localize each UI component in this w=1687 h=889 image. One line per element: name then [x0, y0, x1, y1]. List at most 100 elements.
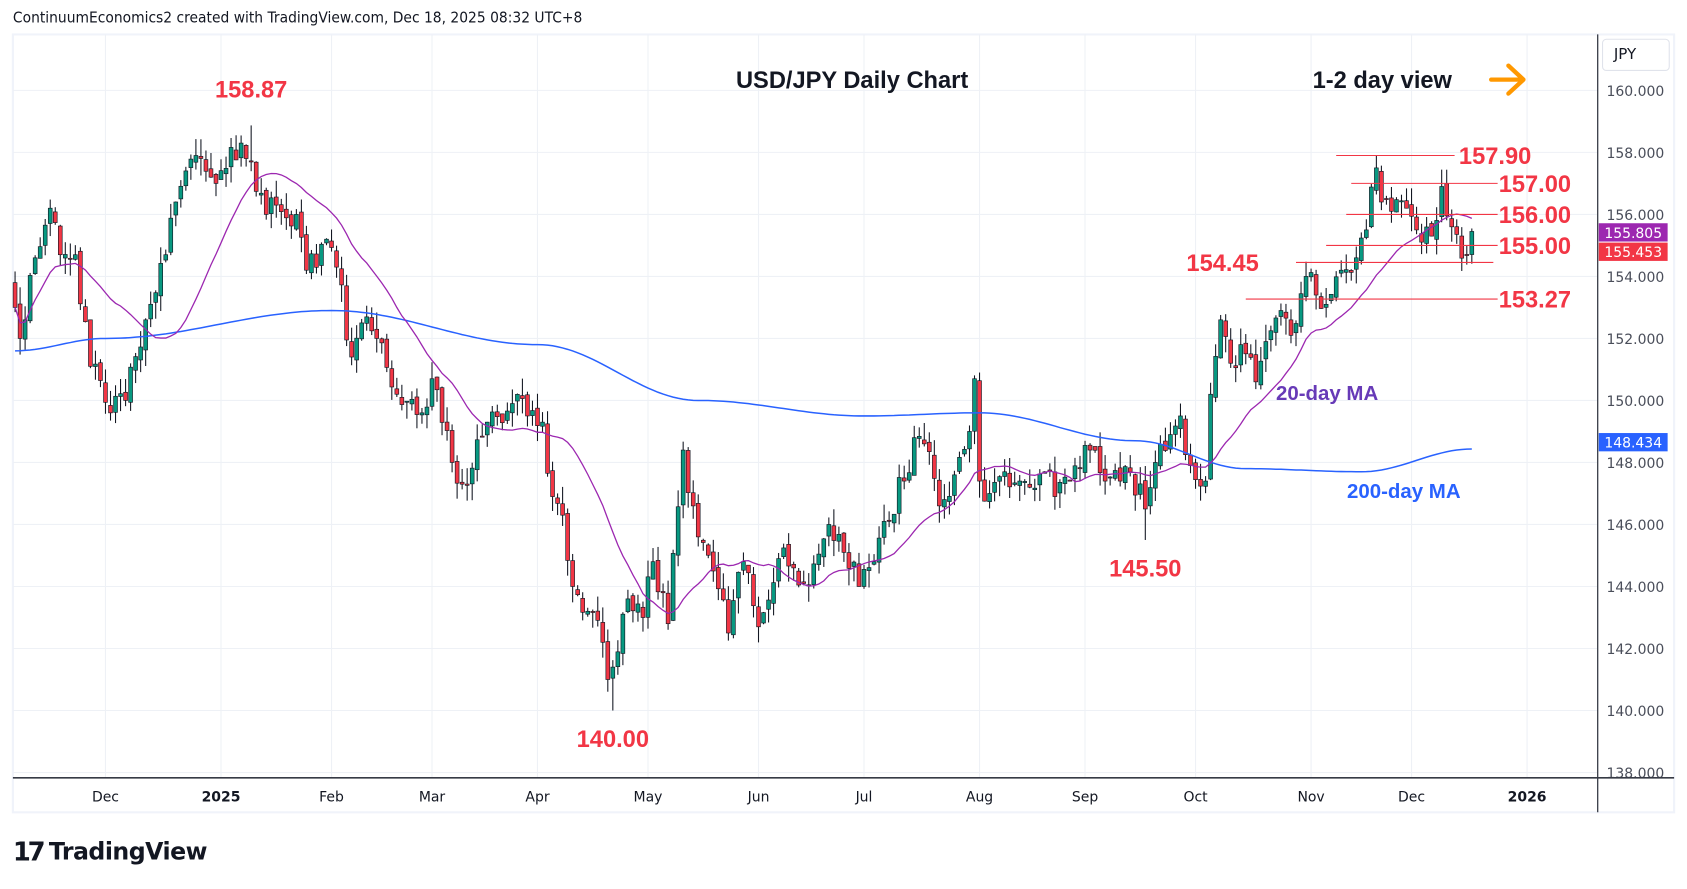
candle-body	[952, 474, 957, 496]
candle-body	[922, 439, 927, 445]
candle	[369, 307, 374, 336]
candle	[1283, 303, 1289, 335]
candle	[615, 640, 621, 675]
candle	[459, 468, 465, 490]
candle-body	[1333, 276, 1339, 298]
candle-body	[505, 410, 510, 421]
candle-body	[841, 532, 847, 553]
candle-body	[98, 362, 103, 381]
candle	[1323, 287, 1329, 318]
candle-body	[585, 610, 590, 615]
candle-body	[198, 155, 204, 159]
candle-body	[881, 521, 887, 538]
candle-body	[630, 595, 636, 612]
candle	[88, 319, 93, 369]
candle-body	[746, 564, 751, 574]
candle	[670, 549, 676, 622]
candle	[314, 244, 319, 274]
arrow-head	[1506, 63, 1526, 96]
candle	[1399, 194, 1404, 218]
candle-body	[309, 253, 314, 274]
candle	[962, 446, 967, 457]
ma20-price-tag: 155.805	[1604, 226, 1662, 242]
candle	[223, 156, 229, 187]
candle	[1243, 334, 1249, 365]
candle-body	[1263, 341, 1269, 360]
candle	[490, 405, 495, 434]
candle	[972, 375, 977, 445]
candle	[550, 461, 555, 511]
candle-body	[158, 263, 163, 297]
candle	[193, 139, 199, 170]
candle-body	[1027, 483, 1033, 488]
candle	[1318, 292, 1324, 309]
candle-body	[1338, 269, 1344, 274]
candle	[896, 464, 902, 525]
ma20-label: 20-day MA	[1276, 382, 1378, 405]
candle	[73, 245, 78, 261]
x-tick-label: Oct	[1183, 790, 1208, 806]
candle	[791, 561, 796, 581]
candle	[1354, 246, 1359, 284]
candle-body	[419, 412, 425, 416]
candle-body	[469, 467, 475, 485]
candle	[605, 629, 611, 692]
y-tick-label: 156.000	[1606, 208, 1664, 224]
candle	[836, 526, 842, 552]
candles	[12, 125, 1475, 711]
attribution-header: ContinuumEconomics2 created with Trading…	[12, 9, 583, 27]
candle-body	[982, 479, 987, 502]
candle-body	[1444, 183, 1449, 217]
candle-body	[1082, 445, 1088, 473]
candle	[1127, 455, 1133, 477]
candle	[47, 199, 53, 237]
candle-body	[299, 211, 304, 238]
candle	[1173, 419, 1178, 447]
candle-body	[289, 214, 294, 227]
candle	[957, 451, 962, 475]
candle-body	[515, 394, 520, 402]
candle	[997, 475, 1002, 497]
candle	[248, 125, 254, 172]
candle	[1087, 443, 1093, 463]
candle-body	[756, 606, 761, 628]
candle-body	[1278, 310, 1284, 317]
candle-body	[1052, 471, 1058, 497]
candle-body	[700, 539, 706, 543]
ma200-line	[15, 309, 1472, 473]
candle-body	[1303, 276, 1309, 297]
x-tick-label: May	[634, 790, 663, 806]
candle	[394, 377, 400, 397]
candle	[434, 376, 440, 402]
candle	[1233, 355, 1238, 383]
candle	[399, 384, 405, 411]
candle	[1313, 269, 1319, 310]
y-tick-label: 146.000	[1606, 518, 1664, 534]
tradingview-logo[interactable]: 17 TradingView	[13, 837, 208, 867]
candle	[952, 470, 957, 506]
candle-body	[866, 567, 872, 571]
candle-body	[203, 159, 209, 172]
candle-body	[228, 147, 234, 168]
candle	[284, 193, 289, 230]
currency-button[interactable]: JPY	[1602, 38, 1670, 72]
candle	[103, 369, 108, 414]
candle	[1228, 328, 1233, 368]
candle	[138, 331, 143, 373]
candle-body	[1117, 467, 1123, 482]
candle	[218, 159, 224, 180]
plot-frame	[11, 33, 1676, 814]
candle	[349, 327, 354, 366]
candle-body	[540, 421, 545, 427]
candle-body	[736, 571, 741, 599]
candle-body	[223, 168, 229, 175]
x-tick-label: Jun	[747, 790, 770, 806]
candle	[871, 554, 877, 566]
candle-body	[545, 423, 550, 474]
candle	[93, 350, 98, 380]
candle-body	[63, 254, 68, 259]
candle	[274, 180, 279, 218]
candle	[1218, 314, 1223, 359]
candle	[595, 596, 601, 627]
